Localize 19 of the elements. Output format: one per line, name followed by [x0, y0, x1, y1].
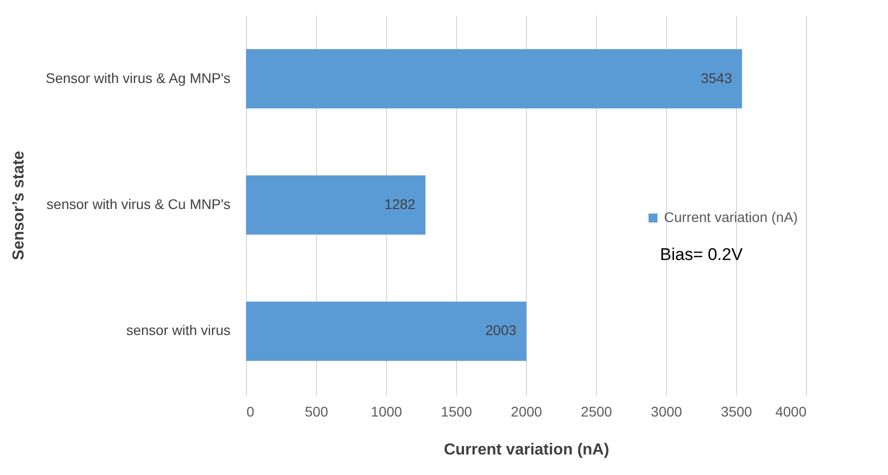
- x-tick-label: 3500: [720, 404, 752, 420]
- x-tick-label: 500: [304, 404, 328, 420]
- x-tick-label: 4000: [775, 404, 807, 420]
- y-tick-label: sensor with virus & Cu MNP's: [46, 196, 230, 212]
- annotation: Bias= 0.2V: [660, 245, 744, 264]
- x-tick-label: 3000: [650, 404, 682, 420]
- y-tick-label: sensor with virus: [126, 322, 230, 338]
- legend-label: Current variation (nA): [664, 209, 798, 225]
- data-label: 1282: [384, 196, 416, 212]
- x-tick-label: 1000: [370, 404, 402, 420]
- data-label: 3543: [700, 70, 732, 86]
- x-tick-label: 0: [246, 404, 254, 420]
- x-tick-label: 2000: [510, 404, 542, 420]
- data-label: 2003: [485, 322, 517, 338]
- x-axis-title: Current variation (nA): [444, 442, 610, 458]
- y-tick-label: Sensor with virus & Ag MNP's: [46, 70, 230, 86]
- x-tick-label: 2500: [580, 404, 612, 420]
- x-tick-label: 1500: [440, 404, 472, 420]
- y-axis-title: Sensor’s state: [10, 150, 28, 260]
